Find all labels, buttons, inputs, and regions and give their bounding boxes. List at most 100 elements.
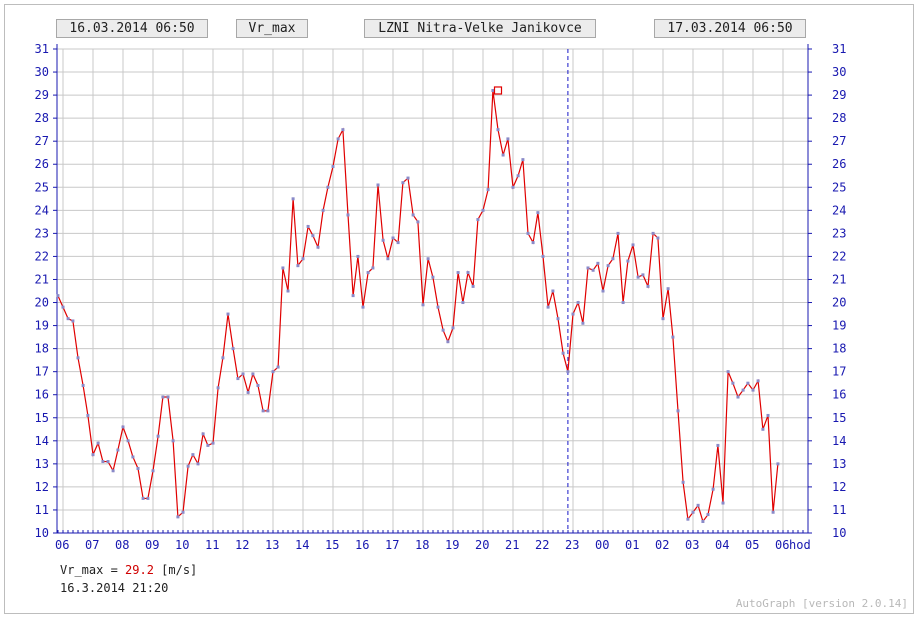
- data-point: [121, 425, 125, 429]
- x-tick-label: 06: [775, 538, 789, 552]
- data-point: [516, 174, 520, 178]
- data-point: [556, 317, 560, 321]
- y-tick-label-left: 21: [35, 272, 49, 286]
- data-point: [396, 241, 400, 245]
- series-line: [57, 90, 779, 523]
- data-point: [306, 224, 310, 228]
- data-point: [701, 519, 705, 523]
- y-tick-label-right: 30: [832, 65, 846, 79]
- data-point: [296, 264, 300, 268]
- data-point: [116, 448, 120, 452]
- x-tick-label: 10: [175, 538, 189, 552]
- x-tick-label: 09: [145, 538, 159, 552]
- data-point: [126, 439, 130, 443]
- y-tick-label-right: 25: [832, 180, 846, 194]
- data-point: [621, 301, 625, 305]
- x-tick-label: 07: [85, 538, 99, 552]
- data-point: [446, 340, 450, 344]
- chart-frame: [4, 4, 914, 614]
- data-point: [611, 257, 615, 261]
- data-point: [226, 312, 230, 316]
- data-point: [581, 321, 585, 325]
- end-time-box[interactable]: 17.03.2014 06:50: [654, 19, 806, 38]
- data-point: [366, 271, 370, 275]
- data-point: [246, 390, 250, 394]
- y-tick-label-right: 21: [832, 272, 846, 286]
- data-point: [491, 88, 495, 92]
- data-point: [266, 409, 270, 413]
- y-tick-label-left: 10: [35, 526, 49, 540]
- data-point: [441, 328, 445, 332]
- y-tick-label-left: 20: [35, 296, 49, 310]
- data-point: [76, 356, 80, 360]
- data-point: [421, 303, 425, 307]
- data-point: [216, 386, 220, 390]
- data-point: [671, 335, 675, 339]
- y-tick-label-left: 22: [35, 249, 49, 263]
- y-tick-label-left: 27: [35, 134, 49, 148]
- y-tick-label-right: 14: [832, 434, 846, 448]
- data-point: [81, 383, 85, 387]
- data-point: [596, 261, 600, 265]
- data-point: [71, 319, 75, 323]
- data-point: [101, 460, 105, 464]
- data-point: [131, 455, 135, 459]
- data-point: [451, 326, 455, 330]
- data-point: [696, 503, 700, 507]
- data-point: [161, 395, 165, 399]
- x-tick-label: 08: [115, 538, 129, 552]
- data-point: [766, 413, 770, 417]
- data-point: [361, 305, 365, 309]
- data-point: [726, 370, 730, 374]
- data-point: [191, 453, 195, 457]
- data-point: [761, 427, 765, 431]
- data-point: [691, 510, 695, 514]
- readout-value: 29.2: [125, 563, 154, 577]
- data-point: [186, 464, 190, 468]
- data-point: [146, 496, 150, 500]
- data-point: [166, 395, 170, 399]
- data-point: [371, 266, 375, 270]
- y-tick-label-left: 31: [35, 42, 49, 56]
- y-tick-label-right: 23: [832, 226, 846, 240]
- y-tick-label-right: 26: [832, 157, 846, 171]
- start-time-box[interactable]: 16.03.2014 06:50: [56, 19, 208, 38]
- data-point: [281, 266, 285, 270]
- data-point: [501, 153, 505, 157]
- y-tick-label-right: 29: [832, 88, 846, 102]
- grid: [57, 48, 808, 534]
- data-point: [426, 257, 430, 261]
- y-tick-label-left: 13: [35, 457, 49, 471]
- y-tick-label-left: 15: [35, 411, 49, 425]
- data-point: [351, 294, 355, 298]
- data-point: [321, 208, 325, 212]
- y-tick-label-right: 22: [832, 249, 846, 263]
- data-point: [591, 268, 595, 272]
- x-tick-label: 13: [265, 538, 279, 552]
- data-point: [141, 496, 145, 500]
- line-chart[interactable]: 10 10 11 11 12 12 13 13 14 14 15 15 16 16 17 17 18 18 19 19…: [0, 0, 920, 560]
- data-point: [411, 213, 415, 217]
- data-point: [771, 510, 775, 514]
- data-point: [486, 188, 490, 192]
- data-point: [461, 301, 465, 305]
- data-point: [661, 317, 665, 321]
- data-point: [256, 383, 260, 387]
- data-point: [496, 128, 500, 132]
- data-point: [406, 176, 410, 180]
- y-tick-label-left: 28: [35, 111, 49, 125]
- data-point: [546, 305, 550, 309]
- data-point: [646, 284, 650, 288]
- data-point: [716, 443, 720, 447]
- data-point: [251, 372, 255, 376]
- data-point: [86, 413, 90, 417]
- tick-labels: 10 10 11 11 12 12 13 13 14 14 15 15 16 16 17 17 18 18 19 19…: [35, 42, 847, 552]
- y-tick-label-left: 17: [35, 365, 49, 379]
- station-box[interactable]: LZNI Nitra-Velke Janikovce: [364, 19, 596, 38]
- data-point: [271, 370, 275, 374]
- y-tick-label-right: 31: [832, 42, 846, 56]
- x-tick-label: 03: [685, 538, 699, 552]
- data-point: [571, 312, 575, 316]
- data-point: [236, 377, 240, 381]
- variable-box[interactable]: Vr_max: [236, 19, 308, 38]
